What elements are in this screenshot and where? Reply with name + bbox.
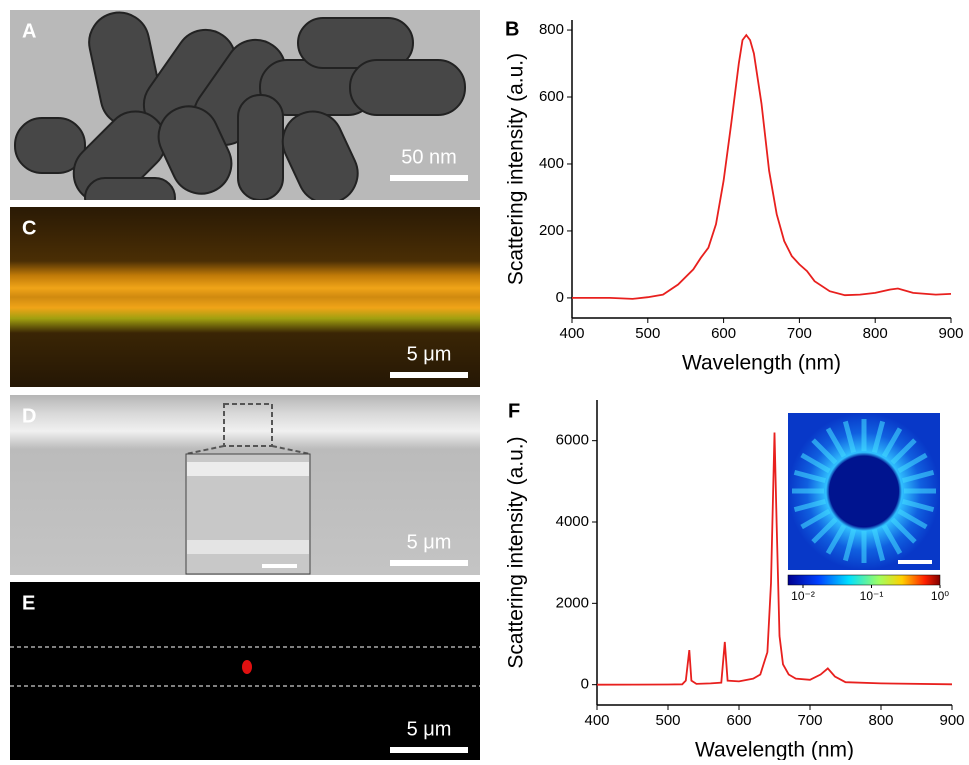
field-lobe xyxy=(811,517,838,544)
x-axis-title: Wavelength (nm) xyxy=(695,739,854,760)
field-lobe xyxy=(793,498,827,513)
scale-bar-label: 5 μm xyxy=(407,531,452,553)
y-tick-label: 200 xyxy=(539,222,564,239)
scale-bar-label: 5 μm xyxy=(407,343,452,365)
core xyxy=(829,456,899,526)
x-tick-label: 900 xyxy=(939,712,964,729)
y-axis-title: Scattering intensity (a.u.) xyxy=(505,436,528,668)
field-lobe xyxy=(871,528,886,562)
y-tick-label: 0 xyxy=(581,676,589,693)
field-lobe xyxy=(901,469,935,484)
field-lobe xyxy=(881,427,903,458)
x-tick-label: 500 xyxy=(635,325,660,342)
x-tick-label: 400 xyxy=(584,712,609,729)
tem-image xyxy=(10,10,480,219)
emission-image xyxy=(10,582,480,760)
y-tick-label: 400 xyxy=(539,155,564,172)
field-lobe xyxy=(793,469,827,484)
y-tick-label: 0 xyxy=(556,289,564,306)
panel-label: E xyxy=(22,592,35,614)
y-tick-label: 800 xyxy=(539,21,564,38)
x-tick-label: 700 xyxy=(797,712,822,729)
field-lobe xyxy=(890,517,917,544)
spectrum-line xyxy=(572,33,952,300)
field-lobe xyxy=(890,438,917,465)
x-tick-label: 800 xyxy=(868,712,893,729)
field-lobe xyxy=(881,524,903,555)
sem-image xyxy=(10,395,480,575)
colorbar-tick-label: 10⁻² xyxy=(791,589,815,603)
x-tick-label: 600 xyxy=(726,712,751,729)
field-lobe xyxy=(897,452,928,474)
x-axis-title: Wavelength (nm) xyxy=(682,352,841,375)
panel-label: A xyxy=(22,20,36,42)
y-tick-label: 600 xyxy=(539,88,564,105)
panel-label: C xyxy=(22,217,36,239)
scale-bar-label: 5 μm xyxy=(407,718,452,740)
x-tick-label: 900 xyxy=(938,325,963,342)
scale-bar-label: 50 nm xyxy=(401,146,457,168)
field-lobe xyxy=(800,452,831,474)
spectrum-line xyxy=(596,432,953,686)
y-axis-title: Scattering intensity (a.u.) xyxy=(505,53,528,285)
field-lobe xyxy=(901,498,935,513)
x-tick-label: 400 xyxy=(559,325,584,342)
field-lobe xyxy=(825,427,847,458)
field-lobe xyxy=(897,508,928,530)
field-lobe xyxy=(811,438,838,465)
field-lobe xyxy=(842,528,857,562)
panel-label: B xyxy=(505,18,519,40)
x-tick-label: 600 xyxy=(711,325,736,342)
y-tick-label: 2000 xyxy=(556,594,589,611)
panel-label: F xyxy=(508,400,520,422)
y-tick-label: 4000 xyxy=(556,513,589,530)
field-lobe xyxy=(871,420,886,454)
field-lobe xyxy=(800,508,831,530)
dark-field-image xyxy=(10,207,480,387)
field-lobe xyxy=(825,524,847,555)
colorbar-tick-label: 10⁰ xyxy=(931,589,949,603)
colorbar-tick-label: 10⁻¹ xyxy=(860,589,884,603)
x-tick-label: 700 xyxy=(787,325,812,342)
field-inset xyxy=(788,413,940,570)
colorbar xyxy=(787,574,941,586)
y-tick-label: 6000 xyxy=(556,432,589,449)
x-tick-label: 800 xyxy=(863,325,888,342)
panel-label: D xyxy=(22,405,36,427)
x-tick-label: 500 xyxy=(655,712,680,729)
field-lobe xyxy=(842,420,857,454)
